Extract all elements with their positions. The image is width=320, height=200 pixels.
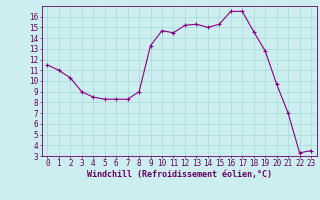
X-axis label: Windchill (Refroidissement éolien,°C): Windchill (Refroidissement éolien,°C): [87, 170, 272, 179]
